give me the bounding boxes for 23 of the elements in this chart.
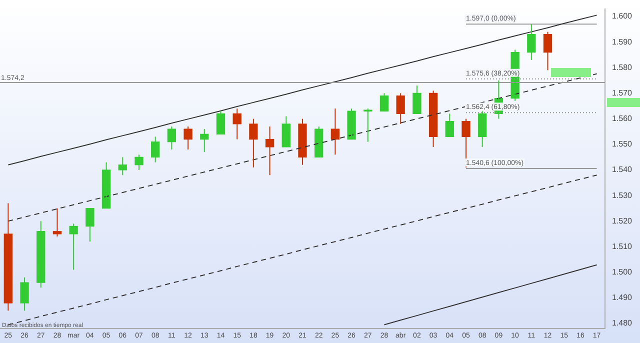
y-tick-label: 1.500: [612, 268, 633, 277]
y-tick-label: 1.550: [612, 140, 633, 149]
y-tick-label: 1.590: [612, 37, 633, 46]
candlestick: [184, 126, 192, 150]
y-tick-label: 1.530: [612, 190, 633, 200]
y-tick-label: 1.490: [612, 293, 633, 302]
candlestick: [118, 156, 127, 176]
candlestick: [86, 208, 94, 242]
y-tick-label: 1.560: [612, 114, 633, 124]
y-tick-label: 1.580: [612, 62, 633, 72]
y-tick-label: 1.480: [612, 318, 633, 328]
candlestick: [52, 208, 62, 237]
y-tick-label: 1.520: [612, 216, 633, 226]
candlestick: [249, 118, 258, 168]
y-tick-label: 1.540: [612, 165, 633, 174]
candlestick: [20, 276, 29, 312]
candlestick: [412, 85, 422, 114]
y-tick-label: 1.570: [612, 88, 633, 98]
candlestick: [298, 118, 307, 166]
candlestick: [69, 223, 78, 270]
y-tick-label: 1.510: [612, 242, 633, 251]
y-tick-label: 1.600: [612, 12, 633, 21]
candlestick: [347, 108, 356, 140]
